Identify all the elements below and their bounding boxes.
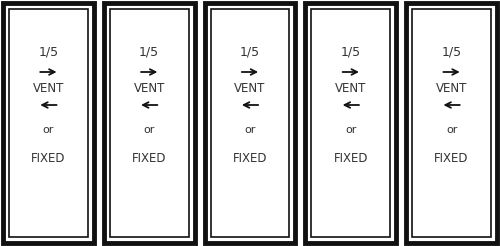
Bar [406, 3, 497, 243]
Text: or: or [446, 125, 458, 135]
Text: 1/5: 1/5 [340, 46, 361, 59]
Bar [412, 9, 491, 237]
Bar [3, 3, 94, 243]
Text: 1/5: 1/5 [442, 46, 462, 59]
Bar [110, 9, 188, 237]
Text: or: or [144, 125, 155, 135]
Text: VENT: VENT [234, 81, 266, 94]
Text: FIXED: FIXED [233, 152, 267, 165]
Text: FIXED: FIXED [434, 152, 469, 165]
Text: FIXED: FIXED [31, 152, 66, 165]
Bar [9, 9, 88, 237]
Bar [210, 9, 290, 237]
Text: VENT: VENT [134, 81, 165, 94]
Bar [104, 3, 194, 243]
Text: VENT: VENT [335, 81, 366, 94]
Text: or: or [42, 125, 54, 135]
Text: FIXED: FIXED [334, 152, 368, 165]
Text: 1/5: 1/5 [240, 46, 260, 59]
Bar [312, 9, 390, 237]
Text: FIXED: FIXED [132, 152, 166, 165]
Bar [204, 3, 296, 243]
Text: VENT: VENT [32, 81, 64, 94]
Text: 1/5: 1/5 [38, 46, 58, 59]
Text: or: or [244, 125, 256, 135]
Bar [306, 3, 396, 243]
Text: 1/5: 1/5 [139, 46, 160, 59]
Text: VENT: VENT [436, 81, 468, 94]
Text: or: or [345, 125, 356, 135]
